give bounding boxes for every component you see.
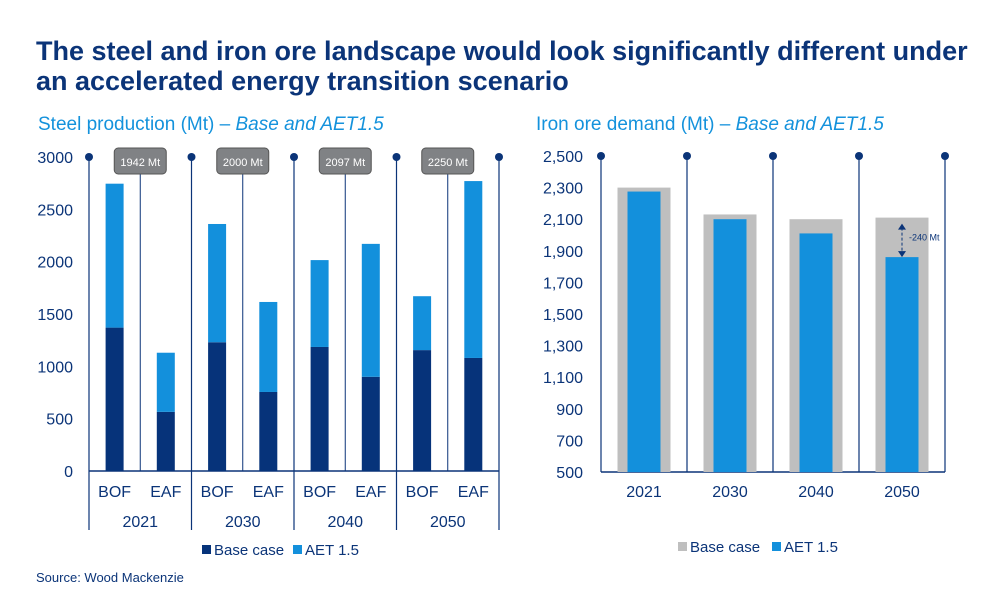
bar-aet (310, 260, 329, 347)
y-tick-label: 1500 (37, 307, 73, 324)
bar-base-case (156, 411, 175, 471)
y-tick-label: 1,900 (543, 244, 583, 261)
total-label: 1942 Mt (120, 157, 160, 169)
group-label: 2040 (327, 514, 363, 531)
bar-base-case (105, 327, 124, 471)
divider-dot (941, 152, 949, 160)
divider-dot (187, 153, 196, 161)
bar-aet (105, 183, 124, 328)
source-note: Source: Wood Mackenzie (36, 570, 184, 585)
total-label: 2097 Mt (325, 157, 365, 169)
y-tick-label: 2,300 (543, 181, 583, 198)
y-tick-label: 500 (46, 412, 73, 429)
bar-base-case (413, 350, 432, 471)
bar-aet (799, 233, 833, 472)
y-tick-label: 3000 (37, 150, 73, 167)
category-label: BOF (303, 484, 336, 501)
divider-dot (769, 152, 777, 160)
divider-dot (392, 153, 401, 161)
bar-aet (156, 352, 175, 412)
page-title: The steel and iron ore landscape would l… (36, 36, 968, 96)
total-label-box (216, 147, 270, 175)
category-label: BOF (98, 484, 131, 501)
steel-chart-title: Steel production (Mt) – Base and AET1.5 (38, 114, 384, 135)
category-label: 2040 (798, 484, 834, 501)
y-tick-label: 0 (64, 464, 73, 481)
group-label: 2030 (225, 514, 261, 531)
bar-aet (713, 219, 747, 472)
bar-base-case (208, 342, 227, 471)
y-tick-label: 1,700 (543, 275, 583, 292)
y-tick-label: 1,100 (543, 370, 583, 387)
ore-chart-title: Iron ore demand (Mt) – Base and AET1.5 (536, 114, 884, 135)
total-label-box (421, 147, 475, 175)
bar-base-case (310, 346, 329, 471)
divider-dot (85, 153, 93, 161)
total-label: 2250 Mt (428, 157, 468, 169)
category-label: 2030 (712, 484, 748, 501)
y-tick-label: 1,300 (543, 339, 583, 356)
y-tick-label: 2500 (37, 202, 73, 219)
category-label: BOF (201, 484, 234, 501)
divider-dot (855, 152, 863, 160)
total-label: 2000 Mt (223, 157, 263, 169)
category-label: EAF (253, 484, 284, 501)
divider-dot (597, 152, 605, 160)
bar-aet (208, 223, 227, 343)
y-tick-label: 700 (556, 433, 583, 450)
group-label: 2021 (122, 514, 158, 531)
y-tick-label: 500 (556, 465, 583, 482)
bar-base-case (361, 376, 380, 471)
legend-label: Base case (214, 542, 284, 559)
difference-label: -240 Mt (909, 232, 940, 242)
total-label-box (113, 147, 167, 175)
bar-aet (361, 243, 380, 377)
legend-label: Base case (690, 539, 760, 556)
bar-aet (885, 257, 919, 472)
bar-aet (259, 301, 278, 392)
category-label: BOF (406, 484, 439, 501)
bar-base-case (259, 391, 278, 471)
bar-base-case (464, 357, 483, 471)
legend-swatch-base (202, 545, 211, 554)
category-label: EAF (355, 484, 386, 501)
bar-aet (464, 181, 483, 358)
divider-dot (495, 153, 503, 161)
y-tick-label: 900 (556, 402, 583, 419)
y-tick-label: 1,500 (543, 307, 583, 324)
y-tick-label: 1000 (37, 359, 73, 376)
category-label: EAF (458, 484, 489, 501)
category-label: 2050 (884, 484, 920, 501)
legend-swatch-base (678, 542, 687, 551)
category-label: EAF (150, 484, 181, 501)
y-tick-label: 2,100 (543, 212, 583, 229)
y-tick-label: 2,500 (543, 149, 583, 166)
legend-swatch-aet (293, 545, 302, 554)
legend-swatch-aet (772, 542, 781, 551)
divider-dot (683, 152, 691, 160)
total-label-box (318, 147, 372, 175)
bar-aet (413, 296, 432, 351)
bar-aet (627, 191, 661, 473)
legend-label: AET 1.5 (784, 539, 838, 556)
legend-label: AET 1.5 (305, 542, 359, 559)
divider-dot (290, 153, 298, 161)
category-label: 2021 (626, 484, 662, 501)
y-tick-label: 2000 (37, 255, 73, 272)
group-label: 2050 (430, 514, 466, 531)
